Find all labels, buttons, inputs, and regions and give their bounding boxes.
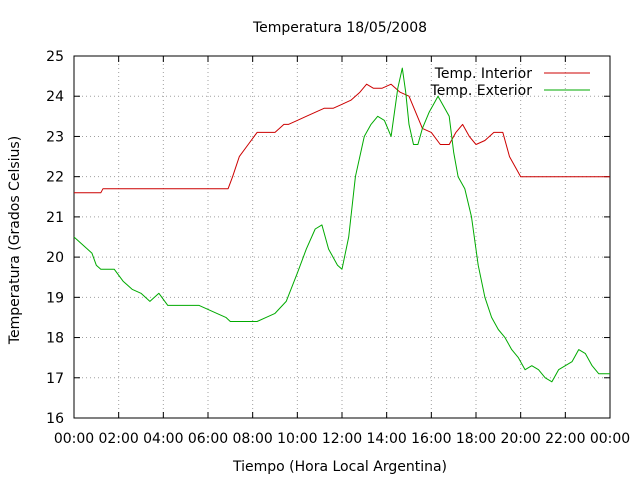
x-tick-label: 20:00: [500, 431, 540, 447]
y-tick-label: 23: [46, 129, 64, 145]
x-tick-label: 18:00: [456, 431, 496, 447]
series-line-interior: [74, 83, 610, 194]
y-tick-label: 18: [46, 331, 64, 347]
y-tick-label: 24: [46, 89, 64, 105]
y-tick-label: 17: [46, 371, 64, 387]
x-tick-label: 04:00: [143, 431, 183, 447]
x-tick-label: 06:00: [188, 431, 228, 447]
y-tick-label: 21: [46, 210, 64, 226]
chart-title: Temperatura 18/05/2008: [252, 20, 427, 36]
series-lines: [73, 67, 610, 383]
y-tick-label: 20: [46, 250, 64, 266]
y-tick-label: 22: [46, 170, 64, 186]
x-tick-label: 00:00: [54, 431, 94, 447]
legend-label-exterior: Temp. Exterior: [430, 83, 533, 99]
x-tick-label: 02:00: [98, 431, 138, 447]
y-tick-label: 16: [46, 411, 64, 427]
x-tick-label: 08:00: [232, 431, 272, 447]
x-tick-label: 00:00: [590, 431, 630, 447]
x-tick-label: 16:00: [411, 431, 451, 447]
grid: [74, 56, 610, 418]
x-tick-label: 10:00: [277, 431, 317, 447]
y-tick-label: 25: [46, 49, 64, 65]
legend-label-interior: Temp. Interior: [434, 66, 533, 82]
x-axis-title: Tiempo (Hora Local Argentina): [232, 459, 447, 475]
axis-ticks: 00:00 02:00 04:00 06:00 08:00 10:00 12:00 14:00…: [46, 49, 630, 447]
series-line-exterior: [73, 67, 610, 383]
x-tick-label: 22:00: [545, 431, 585, 447]
x-tick-label: 12:00: [322, 431, 362, 447]
y-tick-label: 19: [46, 290, 64, 306]
y-axis-title: Temperatura (Grados Celsius): [7, 136, 23, 345]
x-tick-label: 14:00: [366, 431, 406, 447]
